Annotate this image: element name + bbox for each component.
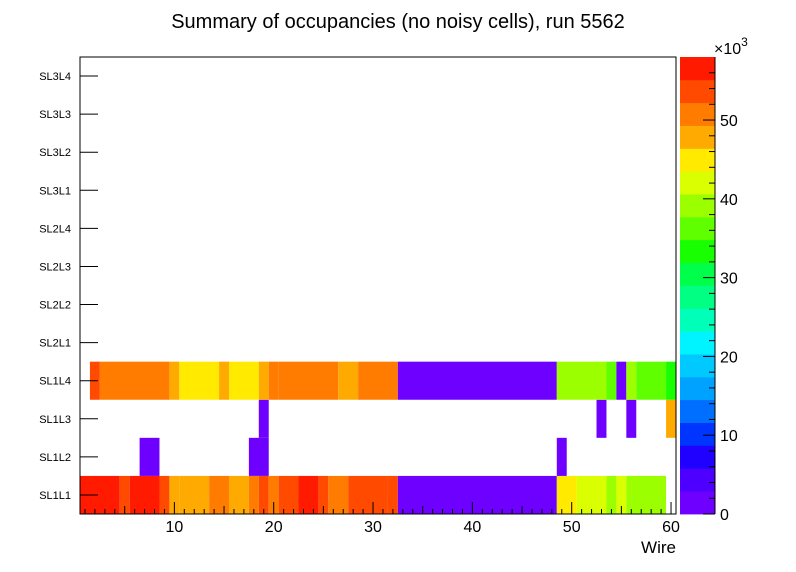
heatmap-cell [179,361,220,400]
heatmap-cell [129,475,160,514]
heatmap-cell [229,475,249,514]
color-scale-band [680,79,715,104]
heatmap-cell [576,475,607,514]
z-tick-label: 10 [720,428,738,445]
color-scale-band [680,422,715,446]
z-exponent-label: ×103 [714,35,748,58]
heatmap-cell [666,399,676,438]
heatmap-cell [258,399,269,438]
heatmap-cell [248,437,269,476]
y-tick-label: SL2L1 [39,338,71,350]
heatmap-cell [268,361,279,400]
heatmap-cell [348,475,388,514]
color-scale-band [680,102,715,126]
color-scale-band [680,239,715,264]
x-tick-label: 10 [165,519,183,536]
color-scale-band [680,262,715,286]
heatmap-cells [80,361,676,514]
heatmap-cell [397,475,557,514]
heatmap-cell [298,475,319,514]
y-axis: SL1L1 SL1L2 SL1L3 SL1L4 SL2L1 SL2L2 SL2L3 SL2L4… [39,71,98,502]
heatmap-cell [99,361,170,400]
heatmap-cell [358,361,398,400]
y-tick-label: SL1L4 [39,376,71,388]
x-tick-label: 60 [662,519,680,536]
x-tick-label: 50 [563,519,581,536]
heatmap-cell [278,475,299,514]
heatmap-cell [626,361,637,400]
x-axis: 10 20 30 40 50 60 [84,502,680,536]
heatmap-cell [209,475,229,514]
color-scale-band [680,194,715,218]
heatmap-cell [636,361,667,400]
heatmap-cell [219,361,229,400]
y-tick-label: SL2L4 [39,223,71,235]
heatmap-cell [596,399,607,438]
z-tick-label: 20 [720,349,738,366]
x-tick-label: 30 [364,519,382,536]
heatmap-cell [258,475,269,514]
color-scale-band [680,399,715,423]
color-scale-band [680,468,715,492]
color-scale: 0 10 20 30 40 50 ×103 [680,35,748,524]
y-tick-label: SL1L1 [39,490,71,502]
heatmap-cell [139,437,160,476]
heatmap-cell [666,361,676,400]
color-scale-band [680,171,715,195]
heatmap-cell [626,399,637,438]
y-tick-label: SL3L4 [39,71,71,83]
y-tick-label: SL2L3 [39,261,71,273]
y-tick-label: SL3L3 [39,109,71,121]
x-tick-label: 40 [463,519,481,536]
heatmap-cell [258,361,269,400]
heatmap-cell [328,475,349,514]
color-scale-band [680,491,715,515]
heatmap-cell [626,475,667,514]
heatmap-cell [606,361,617,400]
heatmap-cell [616,361,627,400]
heatmap-cell [387,475,398,514]
color-scale-band [680,285,715,309]
heatmap-cell [268,475,279,514]
heatmap-cell [556,361,607,400]
color-scale-band [680,216,715,241]
chart-title: Summary of occupancies (no noisy cells),… [171,11,625,33]
y-tick-label: SL1L3 [39,414,71,426]
heatmap-cell [556,475,577,514]
color-scale-band [680,331,715,355]
heatmap-cell [318,475,329,514]
plot-frame [79,56,677,515]
color-scale-band [680,376,715,401]
heatmap-cell [338,361,359,400]
heatmap-cell [159,475,170,514]
color-scale-band [680,148,715,172]
heatmap-cell [119,475,130,514]
x-tick-label: 20 [265,519,283,536]
heatmap-cell [397,361,557,400]
z-tick-label: 50 [720,113,738,130]
z-tick-label: 40 [720,192,738,209]
heatmap-cell [556,437,567,476]
color-scale-band [680,308,715,332]
z-tick-label: 30 [720,271,738,288]
color-scale-band [680,125,715,149]
heatmap-cell [169,475,180,514]
color-scale-band [680,354,715,378]
heatmap-cell [606,475,617,514]
heatmap-cell [179,475,210,514]
heatmap-cell [169,361,180,400]
y-tick-label: SL3L2 [39,147,71,159]
color-scale-band [680,445,715,469]
z-tick-label: 0 [720,507,729,524]
heatmap-cell [229,361,259,400]
heatmap-cell [616,475,627,514]
heatmap-cell [278,361,339,400]
heatmap-cell [248,475,259,514]
color-scale-band [680,57,715,81]
x-axis-title: Wire [641,538,676,557]
y-tick-label: SL2L2 [39,300,71,312]
y-tick-label: SL1L2 [39,452,71,464]
y-tick-label: SL3L1 [39,185,71,197]
